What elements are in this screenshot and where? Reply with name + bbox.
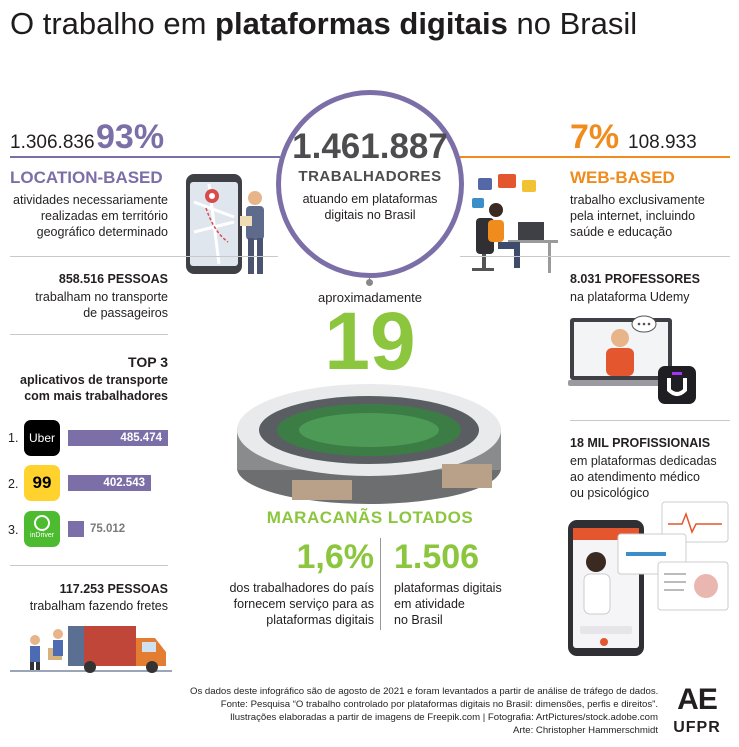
uber-logo-text: Uber bbox=[28, 431, 55, 445]
center-desc-2: digitais no Brasil bbox=[324, 208, 416, 222]
footer-line1: Os dados deste infográfico são de agosto… bbox=[190, 686, 659, 697]
transport-count: 858.516 PESSOAS bbox=[58, 272, 168, 286]
prof-count: 8.031 PROFESSORES bbox=[570, 272, 700, 286]
health-line3: ou psicológico bbox=[570, 486, 650, 500]
aprox-label: aproximadamente bbox=[317, 290, 423, 305]
right-rule-2 bbox=[570, 420, 730, 421]
workers-label: TRABALHADORES bbox=[298, 168, 442, 185]
right-count: 108.933 bbox=[628, 132, 697, 153]
right-rule-1 bbox=[460, 256, 730, 257]
maracanas-label: MARACANÃS LOTADOS bbox=[266, 508, 474, 527]
top3-sub-2: com mais trabalhadores bbox=[24, 389, 168, 403]
left-desc-3: geográfico determinado bbox=[36, 225, 168, 239]
title-pre: O trabalho em bbox=[10, 6, 216, 41]
left-rule-1 bbox=[10, 256, 278, 257]
app-bar-3 bbox=[68, 521, 84, 537]
right-desc-3: saúde e educação bbox=[570, 225, 673, 239]
left-rule-3 bbox=[10, 565, 168, 566]
app-rank-1: 1. bbox=[8, 431, 19, 445]
indriver-logo-text: inDriver bbox=[29, 532, 55, 539]
center-desc-1: atuando em plataformas bbox=[302, 192, 438, 206]
app-value-3: 75.012 bbox=[90, 523, 126, 535]
left-desc-1: atividades necessariamente bbox=[13, 193, 168, 207]
top3-title: TOP 3 bbox=[128, 354, 168, 370]
left-desc-2: realizadas em território bbox=[40, 209, 168, 223]
indriver-icon bbox=[34, 515, 50, 531]
top3-sub-1: aplicativos de transporte bbox=[20, 373, 168, 387]
left-rule-2 bbox=[10, 334, 168, 335]
right-desc-1: trabalho exclusivamente bbox=[570, 193, 705, 207]
app-rank-2: 2. bbox=[8, 477, 19, 491]
ufpr-logo: UFPR bbox=[673, 719, 721, 736]
stat2-line2: em atividade bbox=[394, 597, 465, 611]
stat1-line3: plataformas digitais bbox=[266, 613, 374, 627]
app-rank-3: 3. bbox=[8, 523, 19, 537]
remote-worker-illustration bbox=[472, 174, 558, 273]
stat2-line3: no Brasil bbox=[394, 613, 443, 627]
transport-line1: trabalham no transporte bbox=[35, 290, 168, 304]
big-number-19: 19 bbox=[324, 296, 416, 387]
stats-divider bbox=[380, 538, 381, 630]
truck-illustration bbox=[10, 626, 172, 673]
stat1-line1: dos trabalhadores do país bbox=[229, 581, 374, 595]
title-post: no Brasil bbox=[507, 6, 638, 41]
page-title: O trabalho em plataformas digitais no Br… bbox=[10, 6, 637, 42]
footer-line2: Fonte: Pesquisa “O trabalho controlado p… bbox=[220, 699, 658, 710]
stat1-value: 1,6% bbox=[296, 538, 375, 576]
app-value-2: 402.543 bbox=[103, 477, 145, 489]
app-bar-2: 402.543 bbox=[68, 475, 151, 491]
app-bar-1: 485.474 bbox=[68, 430, 168, 446]
uber-logo: Uber bbox=[24, 420, 60, 456]
connector-dot bbox=[366, 279, 373, 286]
stat2-line1: plataformas digitais bbox=[394, 581, 502, 595]
udemy-laptop-illustration bbox=[568, 315, 696, 404]
health-count: 18 MIL PROFISSIONAIS bbox=[570, 436, 711, 450]
stadium-illustration bbox=[237, 384, 501, 504]
transport-line2: de passageiros bbox=[83, 306, 168, 320]
footer-line3: Ilustrações elaboradas a partir de image… bbox=[229, 712, 658, 723]
total-workers: 1.461.887 bbox=[292, 127, 448, 166]
indriver-logo: inDriver bbox=[24, 511, 60, 547]
ninety-nine-logo: 99 bbox=[24, 465, 60, 501]
footer-line4: Arte: Christopher Hammerschmidt bbox=[512, 725, 658, 736]
map-phone-illustration bbox=[186, 174, 264, 274]
right-pct: 7% bbox=[570, 118, 620, 156]
title-bold: plataformas digitais bbox=[215, 6, 508, 41]
stat2-value: 1.506 bbox=[394, 538, 480, 576]
stat1-line2: fornecem serviço para as bbox=[233, 597, 374, 611]
ninety-nine-logo-text: 99 bbox=[32, 473, 52, 492]
center-circle bbox=[276, 90, 464, 278]
freight-line1: trabalham fazendo fretes bbox=[29, 599, 168, 613]
location-based-heading: LOCATION-BASED bbox=[10, 168, 163, 187]
app-value-1: 485.474 bbox=[120, 432, 162, 444]
right-orange-line bbox=[460, 156, 730, 158]
health-line1: em plataformas dedicadas bbox=[570, 454, 717, 468]
web-based-heading: WEB-BASED bbox=[570, 168, 675, 187]
left-pct: 93% bbox=[96, 118, 165, 156]
freight-count: 117.253 PESSOAS bbox=[59, 582, 168, 596]
telemedicine-illustration bbox=[568, 501, 729, 656]
prof-line1: na plataforma Udemy bbox=[570, 290, 690, 304]
left-purple-line bbox=[10, 156, 280, 158]
left-count: 1.306.836 bbox=[10, 132, 95, 153]
ae-logo: AE bbox=[677, 683, 718, 716]
right-desc-2: pela internet, incluindo bbox=[570, 209, 696, 223]
health-line2: ao atendimento médico bbox=[570, 470, 700, 484]
